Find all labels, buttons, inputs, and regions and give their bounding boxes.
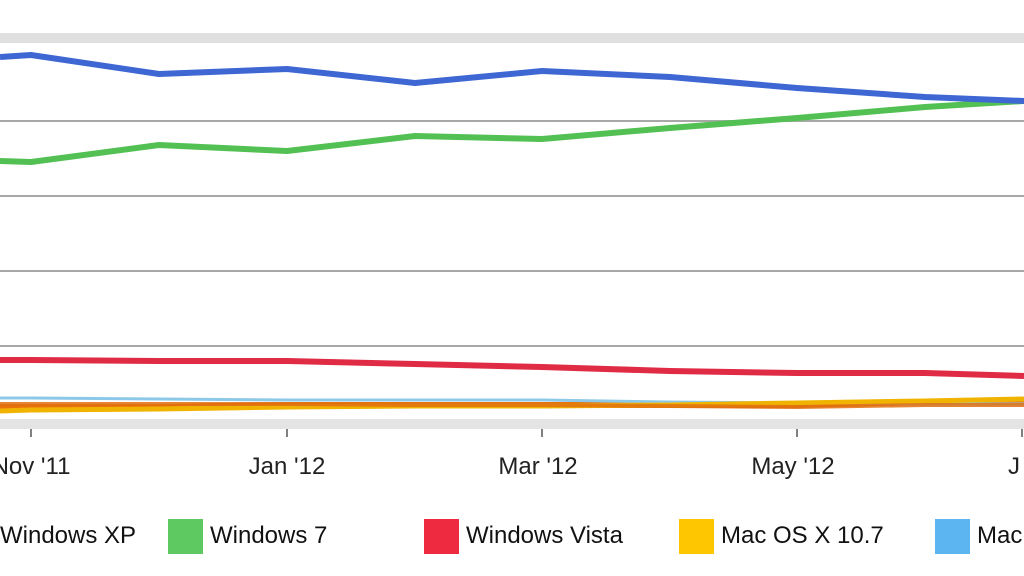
plot-bottom-band bbox=[0, 419, 1024, 429]
series-line-windows-vista bbox=[0, 357, 1024, 379]
legend-swatch-mac-os-x-10-7 bbox=[679, 518, 714, 554]
series-line-windows-7 bbox=[0, 98, 1024, 165]
legend-item-mac-os-x-10-7[interactable]: Mac OS X 10.7 bbox=[679, 516, 884, 556]
legend-item-windows-7[interactable]: Windows 7 bbox=[168, 516, 327, 556]
legend-label-windows-vista: Windows Vista bbox=[466, 522, 623, 549]
x-tick-label-jan-12: Jan '12 bbox=[249, 453, 326, 480]
legend-swatch-windows-7 bbox=[168, 518, 203, 554]
gridlines bbox=[0, 120, 1024, 347]
legend-label-windows-xp: Windows XP bbox=[0, 522, 137, 549]
plot-top-band bbox=[0, 33, 1024, 43]
x-axis-ticks bbox=[30, 429, 1023, 437]
legend-label-windows-7: Windows 7 bbox=[210, 522, 328, 549]
series-line-other-top bbox=[0, 402, 1024, 409]
x-tick-label-jun-12: J bbox=[1008, 453, 1020, 480]
legend-item-windows-vista[interactable]: Windows Vista bbox=[424, 516, 623, 556]
legend-label-mac-os-x-10-7: Mac OS X 10.7 bbox=[721, 522, 884, 549]
x-tick-label-may-12: May '12 bbox=[751, 453, 834, 480]
legend-swatch-mac bbox=[935, 518, 970, 554]
legend-label-mac: Mac bbox=[977, 522, 1023, 549]
legend-item-mac[interactable]: Mac bbox=[935, 516, 1022, 556]
legend-item-windows-xp[interactable]: Windows XP bbox=[0, 516, 136, 556]
series-line-windows-xp bbox=[0, 52, 1024, 104]
x-tick-label-mar-12: Mar '12 bbox=[498, 453, 577, 480]
legend-swatch-windows-vista bbox=[424, 518, 459, 554]
x-tick-label-nov-11: Nov '11 bbox=[0, 453, 70, 480]
